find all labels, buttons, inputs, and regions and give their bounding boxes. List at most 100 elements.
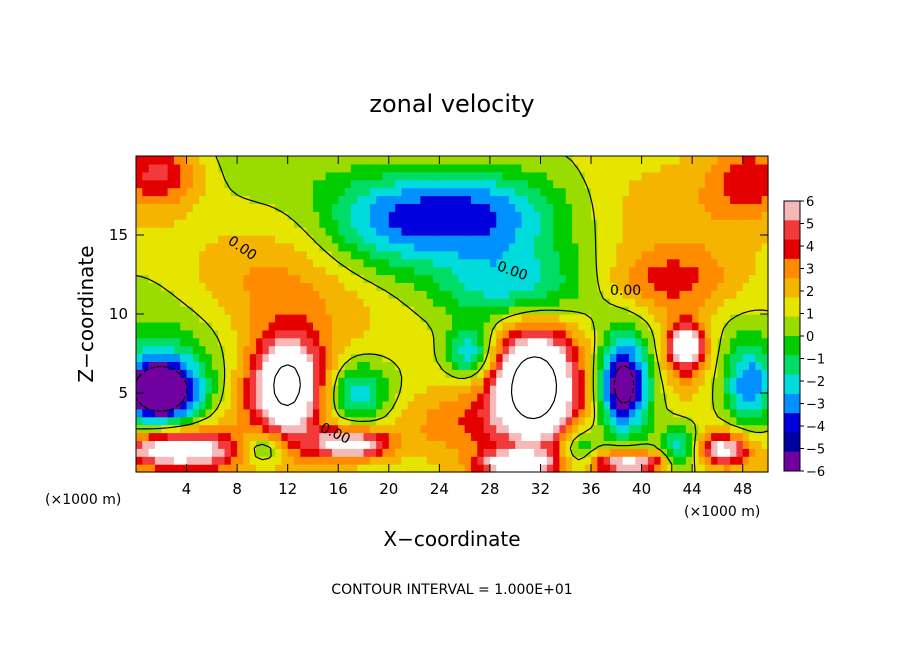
heatmap-cell [496, 227, 504, 236]
heatmap-cell [559, 211, 567, 220]
heatmap-cell [641, 353, 649, 362]
heatmap-cell [559, 440, 567, 449]
heatmap-cell [325, 353, 333, 362]
heatmap-cell [262, 211, 270, 220]
heatmap-cell [464, 211, 472, 220]
heatmap-cell [426, 448, 434, 457]
heatmap-cell [578, 156, 586, 165]
heatmap-cell [496, 258, 504, 268]
heatmap-cell [306, 203, 314, 212]
heatmap-cell [452, 306, 459, 315]
heatmap-cell [180, 274, 188, 283]
heatmap-cell [249, 345, 257, 355]
heatmap-cell [186, 321, 194, 331]
heatmap-cell [685, 211, 693, 220]
heatmap-cell [565, 385, 573, 394]
heatmap-cell [256, 456, 263, 465]
heatmap-cell [527, 250, 535, 260]
heatmap-cell [704, 393, 712, 402]
colorbar-tick-label: −3 [806, 398, 825, 413]
heatmap-cell [502, 353, 510, 362]
heatmap-cell [395, 416, 403, 426]
heatmap-cell [230, 337, 238, 347]
heatmap-cell [136, 345, 143, 355]
heatmap-cell [591, 282, 598, 291]
heatmap-cell [136, 369, 143, 378]
heatmap-cell [730, 219, 737, 228]
heatmap-cell [376, 179, 384, 189]
heatmap-cell [167, 227, 175, 236]
heatmap-cell [218, 282, 226, 291]
heatmap-cell [717, 314, 725, 323]
heatmap-cell [458, 258, 466, 268]
heatmap-cell [641, 242, 649, 252]
heatmap-cell [654, 448, 662, 457]
heatmap-cell [300, 250, 308, 260]
heatmap-cell [363, 242, 371, 252]
heatmap-cell [211, 171, 219, 181]
heatmap-cell [161, 306, 169, 315]
heatmap-cell [717, 432, 725, 441]
heatmap-cell [698, 361, 706, 370]
heatmap-cell [755, 163, 763, 173]
heatmap-cell [742, 242, 750, 252]
heatmap-cell [407, 219, 415, 228]
heatmap-cell [395, 203, 403, 212]
heatmap-cell [628, 156, 636, 165]
heatmap-cell [433, 306, 440, 315]
heatmap-cell [711, 432, 719, 441]
heatmap-cell [243, 156, 251, 165]
heatmap-cell [211, 432, 219, 441]
heatmap-cell [433, 274, 440, 283]
heatmap-cell [205, 456, 213, 465]
heatmap-cell [401, 203, 409, 212]
heatmap-cell [483, 337, 491, 347]
heatmap-cell [502, 329, 510, 339]
heatmap-cell [546, 290, 554, 299]
heatmap-cell [199, 464, 207, 473]
heatmap-cell [534, 163, 542, 173]
heatmap-cell [262, 227, 270, 236]
heatmap-cell [578, 179, 586, 189]
heatmap-cell [344, 448, 352, 457]
heatmap-cell [249, 250, 257, 260]
heatmap-cell [294, 242, 301, 252]
heatmap-cell [331, 250, 339, 260]
heatmap-cell [230, 163, 238, 173]
heatmap-cell [666, 203, 674, 212]
heatmap-cell [287, 306, 295, 315]
heatmap-cell [173, 306, 181, 315]
heatmap-cell [445, 321, 453, 331]
heatmap-cell [679, 242, 687, 252]
heatmap-cell [515, 393, 523, 402]
heatmap-cell [578, 195, 586, 204]
heatmap-cell [736, 377, 744, 386]
heatmap-cell [755, 227, 763, 236]
heatmap-cell [275, 456, 282, 465]
heatmap-cell [300, 440, 308, 449]
heatmap-cell [382, 369, 390, 378]
heatmap-cell [723, 163, 731, 173]
heatmap-cell [742, 163, 750, 173]
heatmap-cell [483, 203, 491, 212]
heatmap-cell [578, 282, 586, 291]
heatmap-cell [312, 361, 320, 370]
colorbar-swatch [784, 316, 800, 337]
heatmap-cell [761, 266, 769, 276]
heatmap-cell [186, 250, 194, 260]
heatmap-cell [312, 242, 320, 252]
heatmap-cell [161, 227, 169, 236]
heatmap-cell [268, 393, 276, 402]
heatmap-cell [154, 345, 162, 355]
x-axis-label: X−coordinate [383, 527, 520, 551]
heatmap-cell [350, 408, 358, 418]
heatmap-cell [300, 211, 308, 220]
heatmap-cell [508, 219, 516, 228]
heatmap-cell [395, 298, 403, 307]
heatmap-cell [275, 227, 282, 236]
heatmap-cell [376, 306, 384, 315]
heatmap-cell [628, 250, 636, 260]
heatmap-cell [376, 353, 384, 362]
heatmap-cell [616, 179, 624, 189]
heatmap-cell [572, 329, 579, 339]
